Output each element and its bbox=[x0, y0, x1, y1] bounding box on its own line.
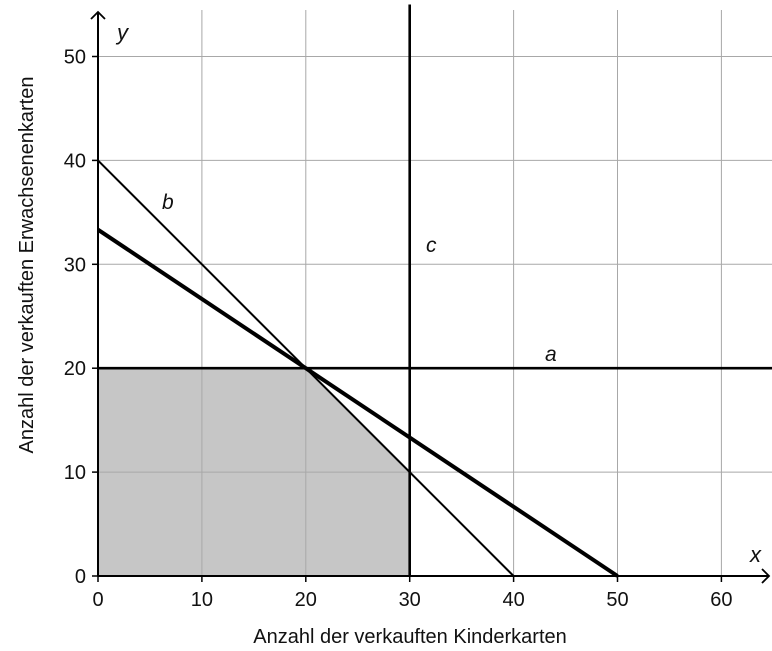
series-label-a: a bbox=[545, 343, 557, 366]
x-tick-label-0: 0 bbox=[92, 589, 103, 611]
x-axis-arrow bbox=[761, 568, 771, 584]
x-axis-title: Anzahl der verkauften Kinderkarten bbox=[253, 626, 567, 648]
x-tick-label-40: 40 bbox=[502, 589, 524, 611]
x-variable-label: x bbox=[749, 542, 762, 567]
series-line-4 bbox=[96, 228, 619, 578]
y-tick-label-0: 0 bbox=[75, 566, 86, 588]
x-tick-label-60: 60 bbox=[710, 589, 732, 611]
x-tick-label-10: 10 bbox=[191, 589, 213, 611]
series-label-b: b bbox=[162, 191, 174, 214]
series-label-c: c bbox=[426, 234, 437, 257]
y-tick-label-50: 50 bbox=[64, 47, 86, 69]
y-tick-label-40: 40 bbox=[64, 150, 86, 172]
y-tick-label-20: 20 bbox=[64, 358, 86, 380]
x-tick-label-50: 50 bbox=[606, 589, 628, 611]
y-axis-title: Anzahl der verkauften Erwachsenenkarten bbox=[16, 77, 38, 454]
y-variable-label: y bbox=[115, 20, 130, 45]
y-tick-label-30: 30 bbox=[64, 254, 86, 276]
x-tick-label-20: 20 bbox=[295, 589, 317, 611]
x-tick-label-30: 30 bbox=[399, 589, 421, 611]
y-tick-label-10: 10 bbox=[64, 462, 86, 484]
y-axis-arrow bbox=[90, 10, 106, 20]
